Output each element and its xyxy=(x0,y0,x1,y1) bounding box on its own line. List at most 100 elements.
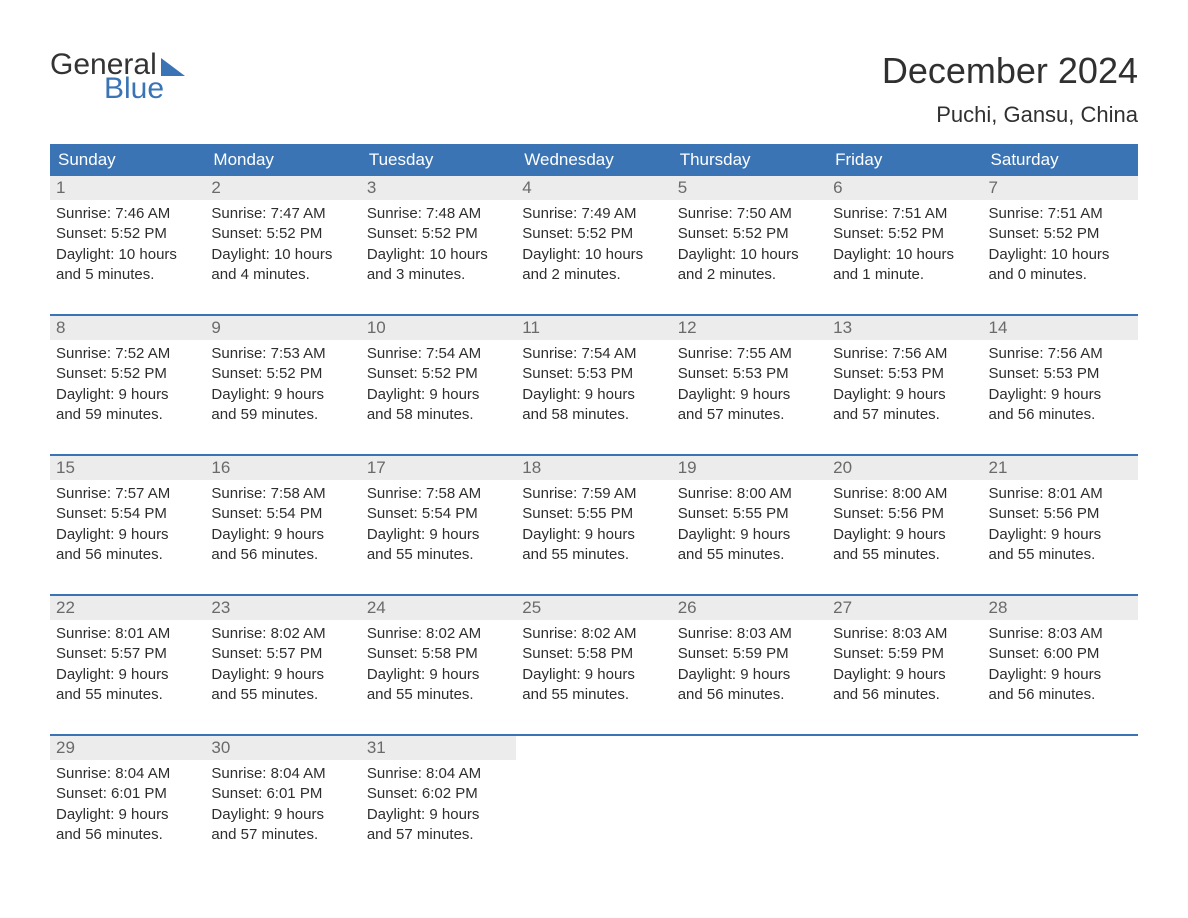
calendar-day: 9Sunrise: 7:53 AMSunset: 5:52 PMDaylight… xyxy=(205,316,360,436)
day-body: Sunrise: 8:01 AMSunset: 5:57 PMDaylight:… xyxy=(50,620,205,707)
calendar-week: 15Sunrise: 7:57 AMSunset: 5:54 PMDayligh… xyxy=(50,454,1138,576)
day-sunset: Sunset: 5:54 PM xyxy=(367,504,510,524)
day-d1: Daylight: 9 hours xyxy=(678,525,821,545)
day-d1: Daylight: 9 hours xyxy=(522,385,665,405)
day-number-row: 2 xyxy=(205,176,360,200)
calendar-day: 27Sunrise: 8:03 AMSunset: 5:59 PMDayligh… xyxy=(827,596,982,716)
day-d2: and 57 minutes. xyxy=(678,405,821,425)
day-sunset: Sunset: 5:53 PM xyxy=(678,364,821,384)
day-body: Sunrise: 7:59 AMSunset: 5:55 PMDaylight:… xyxy=(516,480,671,567)
day-number: 17 xyxy=(367,458,386,477)
calendar-day: 3Sunrise: 7:48 AMSunset: 5:52 PMDaylight… xyxy=(361,176,516,296)
calendar-week: 29Sunrise: 8:04 AMSunset: 6:01 PMDayligh… xyxy=(50,734,1138,856)
location-label: Puchi, Gansu, China xyxy=(882,102,1138,128)
brand-logo: General Blue xyxy=(50,50,185,104)
day-number: 20 xyxy=(833,458,852,477)
day-body: Sunrise: 8:00 AMSunset: 5:56 PMDaylight:… xyxy=(827,480,982,567)
day-sunset: Sunset: 5:52 PM xyxy=(989,224,1132,244)
day-d1: Daylight: 9 hours xyxy=(367,385,510,405)
day-number: 8 xyxy=(56,318,65,337)
day-d2: and 4 minutes. xyxy=(211,265,354,285)
day-d2: and 5 minutes. xyxy=(56,265,199,285)
day-sunrise: Sunrise: 8:04 AM xyxy=(211,764,354,784)
day-number-row: 19 xyxy=(672,456,827,480)
calendar-day: 12Sunrise: 7:55 AMSunset: 5:53 PMDayligh… xyxy=(672,316,827,436)
day-sunrise: Sunrise: 7:55 AM xyxy=(678,344,821,364)
day-body: Sunrise: 7:53 AMSunset: 5:52 PMDaylight:… xyxy=(205,340,360,427)
day-sunset: Sunset: 5:57 PM xyxy=(56,644,199,664)
day-d1: Daylight: 9 hours xyxy=(522,525,665,545)
calendar-day: 30Sunrise: 8:04 AMSunset: 6:01 PMDayligh… xyxy=(205,736,360,856)
day-body: Sunrise: 8:04 AMSunset: 6:01 PMDaylight:… xyxy=(205,760,360,847)
day-d2: and 57 minutes. xyxy=(367,825,510,845)
day-number: 12 xyxy=(678,318,697,337)
day-d2: and 55 minutes. xyxy=(522,685,665,705)
calendar-day: 22Sunrise: 8:01 AMSunset: 5:57 PMDayligh… xyxy=(50,596,205,716)
weekday-header: Tuesday xyxy=(361,144,516,176)
day-d2: and 59 minutes. xyxy=(56,405,199,425)
day-sunrise: Sunrise: 8:01 AM xyxy=(989,484,1132,504)
calendar-day: 20 Sunrise: 8:00 AMSunset: 5:56 PMDayligh… xyxy=(827,456,982,576)
day-body: Sunrise: 7:47 AMSunset: 5:52 PMDaylight:… xyxy=(205,200,360,287)
day-body: Sunrise: 7:56 AMSunset: 5:53 PMDaylight:… xyxy=(983,340,1138,427)
calendar-day xyxy=(827,736,982,856)
day-body: Sunrise: 7:49 AMSunset: 5:52 PMDaylight:… xyxy=(516,200,671,287)
day-d1: Daylight: 9 hours xyxy=(56,805,199,825)
day-sunset: Sunset: 5:52 PM xyxy=(56,364,199,384)
weekday-header-row: SundayMondayTuesdayWednesdayThursdayFrid… xyxy=(50,144,1138,176)
calendar-day xyxy=(516,736,671,856)
day-body: Sunrise: 7:50 AMSunset: 5:52 PMDaylight:… xyxy=(672,200,827,287)
day-number-row: 22 xyxy=(50,596,205,620)
day-number: 21 xyxy=(989,458,1008,477)
day-sunrise: Sunrise: 7:53 AM xyxy=(211,344,354,364)
day-body: Sunrise: 8:03 AMSunset: 5:59 PMDaylight:… xyxy=(672,620,827,707)
day-sunrise: Sunrise: 8:04 AM xyxy=(56,764,199,784)
day-d1: Daylight: 9 hours xyxy=(211,665,354,685)
calendar-day: 21Sunrise: 8:01 AMSunset: 5:56 PMDayligh… xyxy=(983,456,1138,576)
day-body: Sunrise: 7:54 AMSunset: 5:52 PMDaylight:… xyxy=(361,340,516,427)
day-sunset: Sunset: 5:56 PM xyxy=(833,504,976,524)
calendar-day: 14 Sunrise: 7:56 AMSunset: 5:53 PMDayligh… xyxy=(983,316,1138,436)
weekday-header: Monday xyxy=(205,144,360,176)
calendar-day: 15Sunrise: 7:57 AMSunset: 5:54 PMDayligh… xyxy=(50,456,205,576)
day-d2: and 55 minutes. xyxy=(522,545,665,565)
day-body: Sunrise: 7:58 AMSunset: 5:54 PMDaylight:… xyxy=(361,480,516,567)
day-number-row: 30 xyxy=(205,736,360,760)
day-number-row: 21 xyxy=(983,456,1138,480)
day-number-row: 26 xyxy=(672,596,827,620)
day-number-row: 28 xyxy=(983,596,1138,620)
day-sunset: Sunset: 5:52 PM xyxy=(522,224,665,244)
day-number: 18 xyxy=(522,458,541,477)
day-d1: Daylight: 10 hours xyxy=(989,245,1132,265)
calendar-week: 8Sunrise: 7:52 AMSunset: 5:52 PMDaylight… xyxy=(50,314,1138,436)
calendar-day xyxy=(983,736,1138,856)
day-sunrise: Sunrise: 7:50 AM xyxy=(678,204,821,224)
day-number: 13 xyxy=(833,318,852,337)
day-sunrise: Sunrise: 8:03 AM xyxy=(989,624,1132,644)
day-number: 15 xyxy=(56,458,75,477)
day-sunset: Sunset: 5:55 PM xyxy=(522,504,665,524)
day-number-row: 29 xyxy=(50,736,205,760)
day-d1: Daylight: 9 hours xyxy=(211,385,354,405)
calendar-day: 31Sunrise: 8:04 AMSunset: 6:02 PMDayligh… xyxy=(361,736,516,856)
day-number: 16 xyxy=(211,458,230,477)
day-body: Sunrise: 8:02 AMSunset: 5:58 PMDaylight:… xyxy=(516,620,671,707)
calendar-day: 19Sunrise: 8:00 AMSunset: 5:55 PMDayligh… xyxy=(672,456,827,576)
day-d1: Daylight: 9 hours xyxy=(56,665,199,685)
day-number: 28 xyxy=(989,598,1008,617)
day-number: 5 xyxy=(678,178,687,197)
day-sunrise: Sunrise: 7:56 AM xyxy=(833,344,976,364)
calendar-day: 7Sunrise: 7:51 AMSunset: 5:52 PMDaylight… xyxy=(983,176,1138,296)
day-number: 14 xyxy=(989,318,1008,337)
day-body: Sunrise: 8:04 AMSunset: 6:02 PMDaylight:… xyxy=(361,760,516,847)
weekday-header: Wednesday xyxy=(516,144,671,176)
calendar-day: 2Sunrise: 7:47 AMSunset: 5:52 PMDaylight… xyxy=(205,176,360,296)
day-number: 24 xyxy=(367,598,386,617)
day-sunset: Sunset: 5:59 PM xyxy=(678,644,821,664)
day-d2: and 56 minutes. xyxy=(56,545,199,565)
day-number-row: 17 xyxy=(361,456,516,480)
day-d1: Daylight: 9 hours xyxy=(989,665,1132,685)
day-sunset: Sunset: 5:54 PM xyxy=(56,504,199,524)
day-number-row: 11 xyxy=(516,316,671,340)
day-number-row: 8 xyxy=(50,316,205,340)
